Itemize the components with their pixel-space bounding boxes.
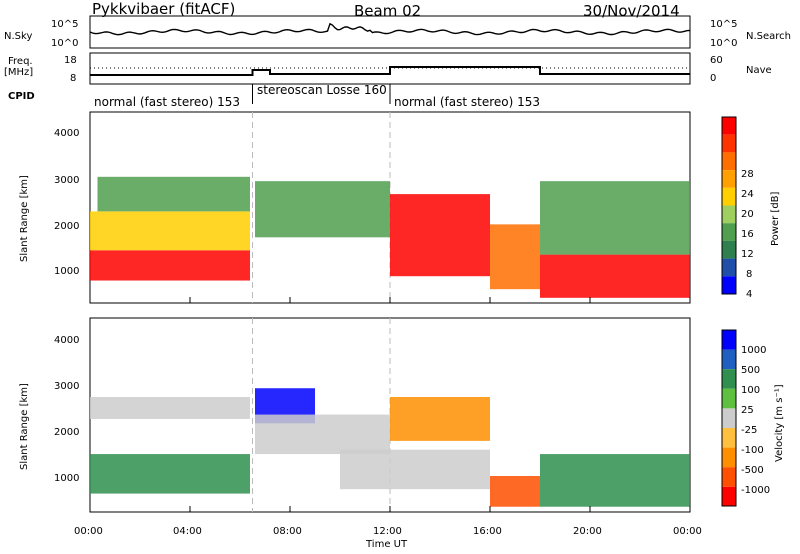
- power-cbar-swatch: [722, 170, 736, 188]
- power-cbar-tick-16: 16: [741, 229, 754, 240]
- vel-cbar-tick-m25: -25: [741, 425, 758, 436]
- velocity-echo-region-6: [340, 449, 490, 490]
- nsky-trace: [89, 22, 691, 36]
- beam-title: Beam 02: [354, 2, 422, 20]
- nsearch-label: N.Search: [746, 31, 792, 42]
- nsky-tick-top: 10^5: [51, 19, 79, 30]
- power-echo-region-8: [540, 181, 690, 255]
- freq-tick-top: 18: [64, 55, 77, 66]
- vel-cbar-tick-1000: 1000: [741, 345, 767, 356]
- velocity-echo-region-2: [90, 397, 250, 419]
- vel-cbar-tick-m1000: -1000: [741, 485, 771, 496]
- power-cbar-tick-28: 28: [741, 169, 754, 180]
- nsearch-tick-bottom: 10^0: [710, 38, 738, 49]
- power-cbar-tick-20: 20: [741, 209, 754, 220]
- cpid-segment-1-label: normal (fast stereo) 153: [94, 95, 241, 109]
- power-cbar-swatch: [722, 240, 736, 259]
- power-cbar-swatch: [722, 258, 736, 277]
- vel-cbar-tick-100: 100: [741, 385, 761, 396]
- velocity-echo-region-8: [540, 454, 690, 507]
- power-ytick-4000: 4000: [54, 128, 80, 139]
- power-cbar-swatch: [722, 187, 736, 206]
- velocity-ytick-2000: 2000: [54, 427, 80, 438]
- power-echo-region-5: [390, 194, 490, 277]
- freq-label: Freq.: [8, 56, 33, 67]
- power-cbar-swatch: [722, 117, 736, 135]
- velocity-cbar-swatch: [722, 349, 736, 370]
- power-echo-region-2: [90, 211, 250, 251]
- vel-cbar-tick-m500: -500: [741, 465, 764, 476]
- power-cbar-tick-8: 8: [746, 269, 753, 280]
- velocity-cbar-swatch: [722, 388, 736, 409]
- velocity-echo-region-7: [490, 476, 540, 507]
- freq-unit-label: [MHz]: [4, 67, 34, 78]
- vel-cbar-tick-m100: -100: [741, 445, 764, 456]
- power-cbar-tick-12: 12: [741, 249, 754, 260]
- velocity-cbar-swatch: [722, 330, 736, 350]
- cpid-label: CPID: [8, 91, 35, 102]
- power-ytick-2000: 2000: [54, 221, 80, 232]
- nsky-label: N.Sky: [4, 31, 33, 42]
- power-echo-region-3: [97, 176, 250, 212]
- nave-tick-top: 60: [710, 55, 723, 66]
- cpid-segment-3-label: normal (fast stereo) 153: [394, 95, 541, 109]
- nave-tick-bottom: 0: [710, 73, 717, 84]
- power-cbar-swatch: [722, 152, 736, 171]
- velocity-cbar-frame: [721, 329, 737, 507]
- velocity-cbar-swatch: [722, 408, 736, 428]
- xtick-0800: 08:00: [273, 526, 302, 537]
- xtick-1600: 16:00: [473, 526, 502, 537]
- velocity-cbar-swatch: [722, 447, 736, 468]
- vel-cbar-tick-500: 500: [741, 365, 761, 376]
- power-cbar-swatch: [722, 134, 736, 153]
- velocity-ytick-1000: 1000: [54, 473, 80, 484]
- power-echo-region-6: [490, 224, 540, 290]
- xtick-0400: 04:00: [173, 526, 202, 537]
- freq-tick-bottom: 8: [70, 73, 77, 84]
- power-cbar-swatch: [722, 223, 736, 241]
- power-cbar-tick-24: 24: [741, 189, 754, 200]
- velocity-ytick-4000: 4000: [54, 335, 80, 346]
- velocity-echo-region-4: [255, 414, 390, 455]
- xtick-1200: 12:00: [373, 526, 402, 537]
- power-cbar-swatch: [722, 205, 736, 224]
- xlabel: Time UT: [366, 539, 408, 550]
- vel-cbar-tick-25: 25: [741, 405, 754, 416]
- nave-label: Nave: [746, 65, 772, 76]
- date-title: 30/Nov/2014: [583, 2, 680, 20]
- velocity-echo-region-5: [390, 397, 490, 441]
- velocity-cbar-swatch: [722, 467, 736, 487]
- xtick-2000: 20:00: [573, 526, 602, 537]
- velocity-cbar-swatch: [722, 428, 736, 448]
- station-title: Pykkvibaer (fitACF): [92, 0, 236, 18]
- xtick-2400: 00:00: [673, 526, 702, 537]
- velocity-echo-region-1: [90, 454, 250, 494]
- power-echo-region-4: [255, 181, 390, 238]
- power-cbar-frame: [721, 116, 737, 295]
- power-echo-region-1: [90, 250, 250, 281]
- nsky-tick-bottom: 10^0: [51, 38, 79, 49]
- velocity-ytick-3000: 3000: [54, 381, 80, 392]
- velocity-cbar-swatch: [722, 486, 736, 507]
- power-cbar-tick-4: 4: [746, 289, 753, 300]
- nsearch-tick-top: 10^5: [710, 19, 738, 30]
- power-cbar-swatch: [722, 276, 736, 294]
- power-ytick-1000: 1000: [54, 266, 80, 277]
- cpid-segment-2-label: stereoscan Losse 160: [257, 83, 387, 97]
- xtick-0000: 00:00: [74, 526, 103, 537]
- freq-trace: [90, 66, 690, 76]
- power-ytick-3000: 3000: [54, 175, 80, 186]
- power-echo-region-7: [540, 254, 690, 298]
- velocity-cbar-swatch: [722, 369, 736, 389]
